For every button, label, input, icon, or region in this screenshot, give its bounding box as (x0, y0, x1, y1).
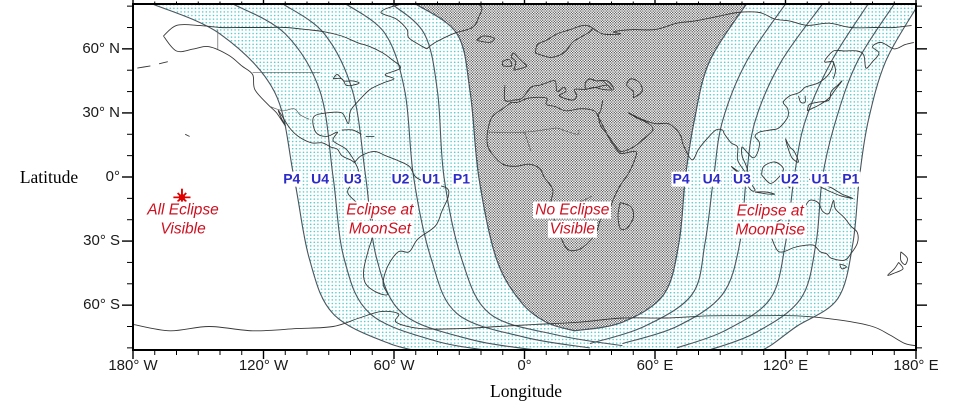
coastline-philippines (785, 138, 799, 163)
coastline-new-zealand-north (899, 251, 908, 266)
coastline-cuba (341, 129, 362, 135)
contact-curve-west-P4 (152, 4, 416, 350)
coastline-asia-south (598, 41, 914, 176)
coastline-antarctica (133, 310, 916, 347)
coastline-aleutians-2 (158, 61, 168, 65)
coastline-borneo (761, 161, 784, 184)
coastline-iceland (476, 35, 495, 43)
axis-ticks (122, 0, 927, 359)
contact-curve-west-U2 (345, 4, 590, 349)
coastline-tasmania (839, 263, 847, 270)
contact-curve-east-U4 (589, 4, 786, 345)
coastline-greenland (380, 4, 483, 50)
coastline-great-lakes (332, 74, 360, 87)
border-sahara-3 (556, 127, 580, 135)
contact-curve-west-U1 (391, 4, 623, 347)
contact-curve-east-U1 (709, 4, 895, 350)
contact-curve-east-P1 (761, 8, 916, 350)
coastline-hawaii (185, 133, 190, 137)
star-marker-icon (173, 188, 191, 206)
coastline-europe-mediterranean (503, 78, 615, 102)
border-us-mexico (269, 106, 310, 120)
contact-curve-west-U4 (232, 4, 491, 350)
contact-curve-west-P1 (415, 4, 575, 332)
coastline-new-zealand-south (887, 262, 904, 276)
coastline-java (754, 191, 776, 195)
coastline-arctic-coast (591, 11, 912, 35)
coastline-caspian-sea (626, 78, 643, 99)
coastline-japan (806, 80, 843, 112)
border-sahara-2 (524, 131, 532, 152)
coastline-britain (510, 52, 528, 71)
contact-curve-east-P4 (574, 4, 747, 332)
coastline-scandinavia (534, 24, 593, 58)
coastline-ireland (501, 58, 513, 67)
coastline-black-sea (584, 78, 613, 90)
coastline-aleutians-1 (137, 65, 151, 69)
map-area (133, 4, 916, 350)
coastlines (133, 4, 916, 347)
coastline-north-america (163, 24, 402, 164)
coastline-korea (798, 95, 806, 104)
coastline-madagascar (617, 202, 635, 231)
coastline-sakhalin (832, 61, 836, 79)
